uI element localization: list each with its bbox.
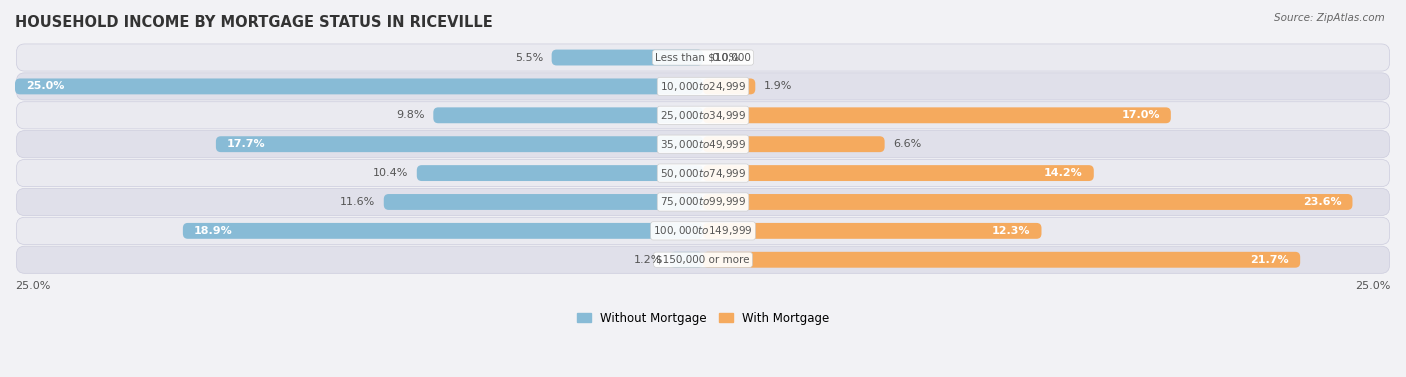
FancyBboxPatch shape: [384, 194, 703, 210]
FancyBboxPatch shape: [551, 50, 703, 66]
FancyBboxPatch shape: [703, 165, 1094, 181]
Text: 18.9%: 18.9%: [194, 226, 232, 236]
Text: 25.0%: 25.0%: [1355, 280, 1391, 291]
Text: 17.0%: 17.0%: [1122, 110, 1160, 120]
FancyBboxPatch shape: [416, 165, 703, 181]
FancyBboxPatch shape: [17, 102, 1389, 129]
Text: 0.0%: 0.0%: [711, 52, 740, 63]
Text: 25.0%: 25.0%: [15, 280, 51, 291]
Text: $100,000 to $149,999: $100,000 to $149,999: [654, 224, 752, 238]
FancyBboxPatch shape: [703, 252, 1301, 268]
FancyBboxPatch shape: [217, 136, 703, 152]
Text: 21.7%: 21.7%: [1250, 255, 1289, 265]
FancyBboxPatch shape: [433, 107, 703, 123]
FancyBboxPatch shape: [703, 107, 1171, 123]
Text: HOUSEHOLD INCOME BY MORTGAGE STATUS IN RICEVILLE: HOUSEHOLD INCOME BY MORTGAGE STATUS IN R…: [15, 15, 492, 30]
FancyBboxPatch shape: [703, 78, 755, 94]
FancyBboxPatch shape: [17, 73, 1389, 100]
Text: Less than $10,000: Less than $10,000: [655, 52, 751, 63]
FancyBboxPatch shape: [15, 78, 703, 94]
Text: 1.2%: 1.2%: [633, 255, 662, 265]
Text: 23.6%: 23.6%: [1303, 197, 1341, 207]
Text: 17.7%: 17.7%: [226, 139, 266, 149]
FancyBboxPatch shape: [703, 223, 1042, 239]
Text: Source: ZipAtlas.com: Source: ZipAtlas.com: [1274, 13, 1385, 23]
Text: 10.4%: 10.4%: [373, 168, 409, 178]
FancyBboxPatch shape: [183, 223, 703, 239]
FancyBboxPatch shape: [17, 130, 1389, 158]
Text: $25,000 to $34,999: $25,000 to $34,999: [659, 109, 747, 122]
Text: 25.0%: 25.0%: [25, 81, 65, 91]
Text: 11.6%: 11.6%: [340, 197, 375, 207]
Text: $10,000 to $24,999: $10,000 to $24,999: [659, 80, 747, 93]
Text: $75,000 to $99,999: $75,000 to $99,999: [659, 195, 747, 208]
Text: 9.8%: 9.8%: [396, 110, 425, 120]
Text: 1.9%: 1.9%: [763, 81, 792, 91]
FancyBboxPatch shape: [703, 194, 1353, 210]
Text: $150,000 or more: $150,000 or more: [657, 255, 749, 265]
FancyBboxPatch shape: [17, 159, 1389, 187]
FancyBboxPatch shape: [703, 136, 884, 152]
Text: $50,000 to $74,999: $50,000 to $74,999: [659, 167, 747, 179]
Text: 14.2%: 14.2%: [1045, 168, 1083, 178]
FancyBboxPatch shape: [17, 217, 1389, 244]
Legend: Without Mortgage, With Mortgage: Without Mortgage, With Mortgage: [572, 307, 834, 329]
FancyBboxPatch shape: [671, 252, 703, 268]
FancyBboxPatch shape: [17, 44, 1389, 71]
Text: 6.6%: 6.6%: [893, 139, 921, 149]
Text: $35,000 to $49,999: $35,000 to $49,999: [659, 138, 747, 151]
FancyBboxPatch shape: [17, 188, 1389, 216]
FancyBboxPatch shape: [17, 246, 1389, 273]
Text: 5.5%: 5.5%: [515, 52, 543, 63]
Text: 12.3%: 12.3%: [993, 226, 1031, 236]
